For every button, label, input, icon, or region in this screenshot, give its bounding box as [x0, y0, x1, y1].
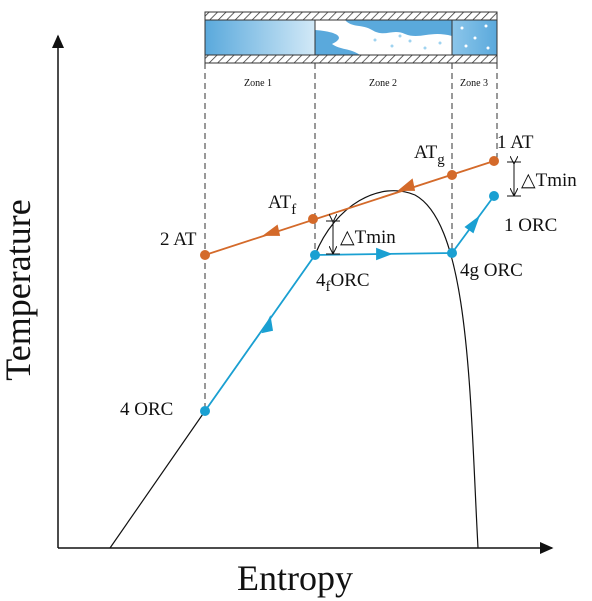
at-line	[200, 156, 499, 260]
point-label: ATg	[414, 142, 445, 168]
zone-label: Zone 3	[460, 78, 488, 89]
delta-label: △Tmin	[521, 170, 577, 191]
point-label: 4g ORC	[460, 260, 523, 281]
point-label: 2 AT	[160, 229, 197, 250]
orc-line	[200, 191, 499, 416]
zone-label: Zone 1	[244, 78, 272, 89]
zone-label: Zone 2	[369, 78, 397, 89]
x-axis-label: Entropy	[237, 558, 353, 598]
delta-bracket	[326, 162, 521, 255]
heat-exchanger	[204, 11, 498, 64]
y-axis-label: Temperature	[0, 199, 38, 380]
point-label: 4fORC	[316, 270, 370, 295]
point-label: 1 ORC	[504, 215, 557, 236]
point-label: ATf	[268, 192, 296, 218]
point-label: 4 ORC	[120, 399, 173, 420]
delta-label: △Tmin	[340, 227, 396, 248]
point-label: 1 AT	[497, 132, 534, 153]
